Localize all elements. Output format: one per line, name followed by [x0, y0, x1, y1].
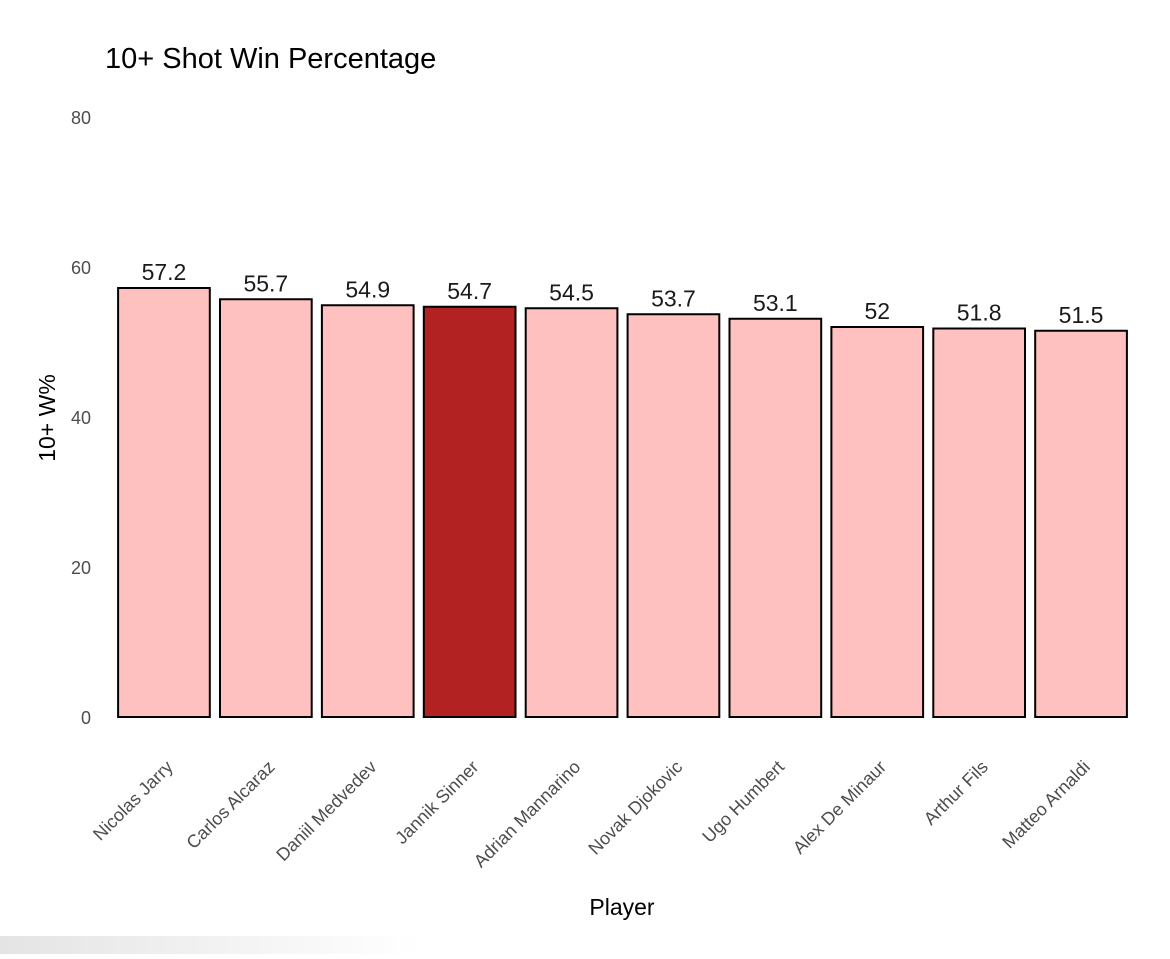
bars	[117, 287, 1128, 718]
x-tick-label: Daniil Medvedev	[272, 757, 380, 865]
y-tick-label: 80	[71, 108, 91, 128]
y-axis-title: 10+ W%	[34, 374, 60, 462]
bar	[1034, 329, 1128, 718]
bar	[117, 287, 211, 718]
data-label: 54.7	[447, 278, 492, 304]
data-label: 55.7	[243, 270, 288, 296]
data-label: 53.7	[651, 285, 696, 311]
y-tick-label: 20	[71, 558, 91, 578]
data-labels: 57.2 55.7 54.9 54.7 54.5 53.7 53.1 52 51.8 51.5	[142, 259, 1104, 328]
bar	[932, 327, 1027, 718]
bar	[320, 304, 415, 718]
data-label: 51.8	[957, 300, 1002, 326]
x-tick-label: Carlos Alcaraz	[182, 757, 278, 853]
y-tick-label: 0	[81, 708, 91, 728]
bar	[728, 317, 823, 718]
data-label: 54.5	[549, 279, 594, 305]
x-tick-label: Alex De Minaur	[789, 757, 890, 858]
bar	[626, 313, 721, 718]
y-tick-label: 60	[71, 258, 91, 278]
bar	[218, 298, 313, 718]
x-tick-label: Ugo Humbert	[698, 757, 788, 847]
x-tick-label: Arthur Fils	[920, 757, 992, 829]
bar	[422, 305, 517, 718]
data-label: 54.9	[345, 276, 390, 302]
bar	[524, 307, 619, 718]
y-axis-ticks: 0 20 40 60 80	[71, 108, 91, 728]
data-label: 51.5	[1059, 302, 1104, 328]
chart-title: 10+ Shot Win Percentage	[105, 43, 436, 75]
x-tick-label: Nicolas Jarry	[89, 757, 177, 845]
data-label: 57.2	[142, 259, 187, 285]
x-axis-title: Player	[589, 894, 655, 920]
x-tick-label: Jannik Sinner	[391, 757, 482, 848]
y-tick-label: 40	[71, 408, 91, 428]
x-tick-label: Matteo Arnaldi	[998, 757, 1094, 853]
x-tick-label: Novak Djokovic	[584, 757, 686, 859]
x-tick-label: Adrian Mannarino	[470, 757, 585, 872]
data-label: 53.1	[753, 290, 798, 316]
bar	[830, 326, 925, 718]
data-label: 52	[864, 298, 890, 324]
